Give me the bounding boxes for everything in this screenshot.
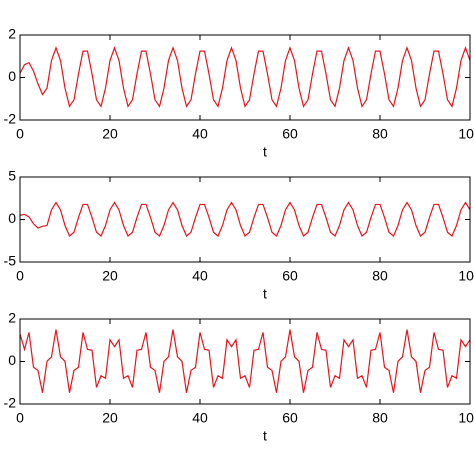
y-tick-label: -5 [4,253,17,269]
x-tick-label: 20 [102,126,118,142]
x-tick-label: 0 [16,126,24,142]
x-axis-label: t [263,428,267,444]
x-tick-label: 20 [102,268,118,284]
y-tick-label: 2 [8,26,16,42]
data-line [20,329,470,393]
y-tick-label: -2 [4,395,17,411]
axes-box [19,318,471,405]
x-tick-label: 60 [282,126,298,142]
x-tick-label: 100 [458,268,474,284]
axes-box [19,176,471,263]
x-axis-label: t [263,144,267,160]
x-tick-label: 60 [282,410,298,426]
data-line [20,201,470,237]
y-tick-label: 0 [8,210,16,226]
y-tick-label: 0 [8,68,16,84]
x-tick-label: 20 [102,410,118,426]
x-tick-label: 100 [458,126,474,142]
x-tick-label: 80 [372,410,388,426]
x-tick-label: 0 [16,268,24,284]
x-tick-label: 80 [372,126,388,142]
y-tick-label: -2 [4,111,17,127]
x-tick-label: 40 [192,268,208,284]
x-tick-label: 80 [372,268,388,284]
y-tick-label: 5 [8,168,16,184]
x-tick-label: 40 [192,410,208,426]
y-tick-label: 0 [8,352,16,368]
x-tick-label: 100 [458,410,474,426]
x-tick-label: 60 [282,268,298,284]
y-tick-label: 2 [8,310,16,326]
x-axis-label: t [263,286,267,302]
data-line [20,45,470,108]
x-tick-label: 40 [192,126,208,142]
x-tick-label: 0 [16,410,24,426]
